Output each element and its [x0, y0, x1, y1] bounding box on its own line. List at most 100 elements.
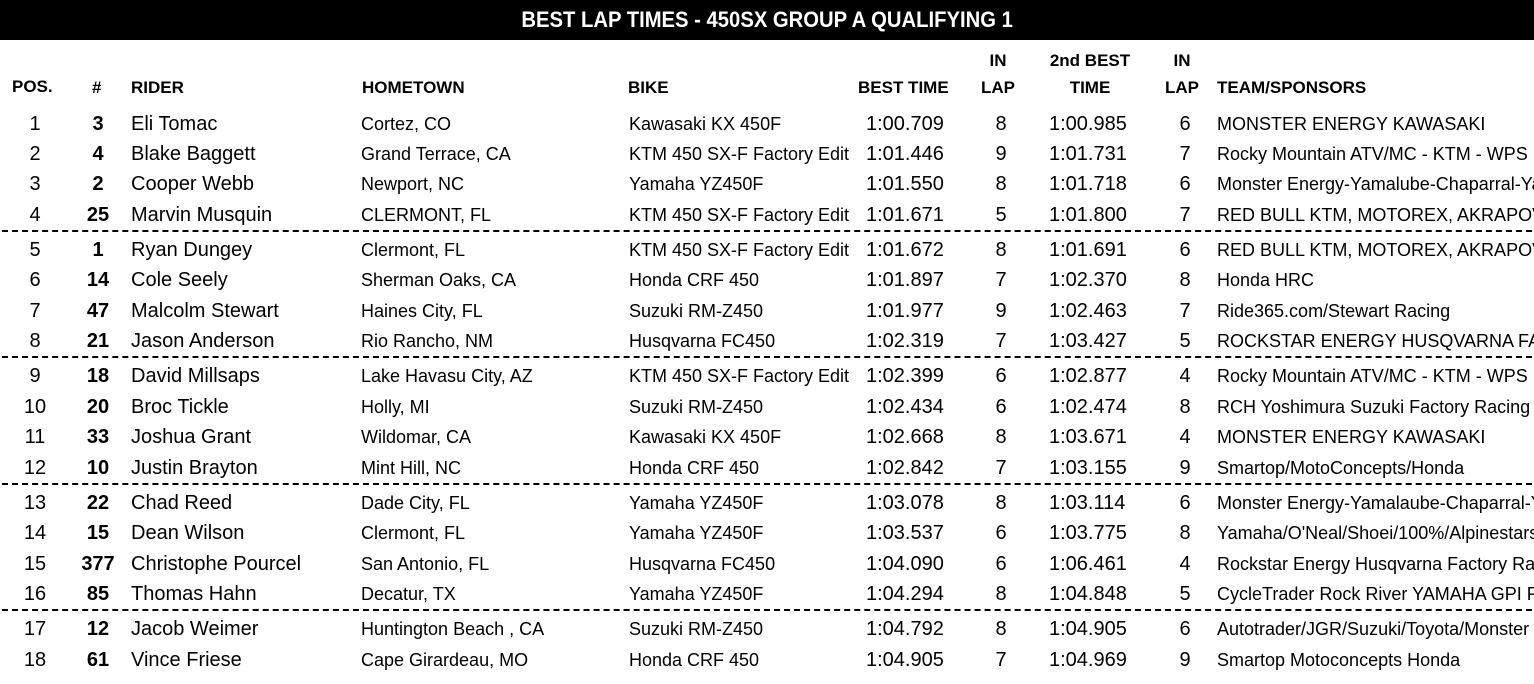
cell-team: Monster Energy-Yamalaube-Chaparral-Y — [1217, 493, 1534, 513]
cell-second-best: 1:01.718 — [1049, 173, 1127, 195]
header-team-sponsors: TEAM/SPONSORS — [1217, 78, 1367, 97]
cell-bike: Suzuki RM-Z450 — [629, 301, 764, 321]
group-divider — [2, 356, 1532, 358]
cell-second-best: 1:06.461 — [1049, 553, 1127, 575]
header-number: # — [92, 78, 102, 97]
cell-in-lap-2: 7 — [1179, 300, 1191, 322]
cell-bike: Husqvarna FC450 — [629, 331, 776, 351]
cell-bike: Honda CRF 450 — [629, 270, 760, 290]
cell-pos: 10 — [23, 396, 47, 418]
cell-best-time: 1:01.446 — [866, 143, 944, 165]
header-best-time: BEST TIME — [858, 78, 949, 97]
cell-rider: Ryan Dungey — [131, 239, 253, 261]
cell-pos: 16 — [23, 583, 47, 605]
header-pos: POS. — [12, 77, 53, 96]
cell-pos: 18 — [23, 649, 47, 671]
cell-best-time: 1:03.537 — [866, 522, 944, 544]
cell-bike: Kawasaki KX 450F — [629, 427, 782, 447]
cell-second-best: 1:01.800 — [1049, 204, 1127, 226]
cell-number: 21 — [86, 330, 110, 352]
cell-in-lap-2: 6 — [1179, 173, 1191, 195]
cell-in-lap-2: 6 — [1179, 113, 1191, 135]
cell-pos: 9 — [29, 365, 41, 387]
cell-in-lap-1: 7 — [995, 649, 1007, 671]
cell-rider: Christophe Pourcel — [131, 553, 302, 575]
cell-hometown: Cape Girardeau, MO — [361, 650, 529, 670]
header-hometown: HOMETOWN — [362, 78, 465, 97]
cell-pos: 1 — [29, 113, 41, 135]
cell-second-best: 1:02.474 — [1049, 396, 1127, 418]
cell-in-lap-1: 8 — [995, 426, 1007, 448]
cell-pos: 15 — [23, 553, 47, 575]
cell-bike: Husqvarna FC450 — [629, 554, 776, 574]
cell-in-lap-1: 6 — [995, 553, 1007, 575]
cell-rider: Vince Friese — [131, 649, 242, 671]
cell-team: Ride365.com/Stewart Racing — [1217, 301, 1451, 321]
cell-in-lap-2: 7 — [1179, 143, 1191, 165]
cell-second-best: 1:02.463 — [1049, 300, 1127, 322]
header-rider: RIDER — [131, 78, 184, 97]
cell-in-lap-1: 8 — [995, 583, 1007, 605]
cell-bike: Yamaha YZ450F — [629, 174, 764, 194]
cell-in-lap-2: 7 — [1179, 204, 1191, 226]
cell-pos: 13 — [23, 492, 47, 514]
group-divider — [2, 609, 1532, 611]
cell-in-lap-1: 6 — [995, 522, 1007, 544]
cell-second-best: 1:02.370 — [1049, 269, 1127, 291]
cell-in-lap-1: 6 — [995, 365, 1007, 387]
cell-second-best: 1:01.691 — [1049, 239, 1127, 261]
cell-pos: 14 — [23, 522, 47, 544]
cell-in-lap-2: 6 — [1179, 492, 1191, 514]
cell-number: 377 — [81, 553, 115, 575]
cell-hometown: Huntington Beach , CA — [361, 619, 545, 639]
cell-in-lap-2: 5 — [1179, 330, 1191, 352]
cell-hometown: Newport, NC — [361, 174, 465, 194]
cell-in-lap-1: 7 — [995, 269, 1007, 291]
cell-bike: Suzuki RM-Z450 — [629, 397, 764, 417]
cell-pos: 2 — [29, 143, 41, 165]
cell-second-best: 1:04.905 — [1049, 618, 1127, 640]
cell-number: 18 — [86, 365, 110, 387]
cell-bike: KTM 450 SX-F Factory Edit — [629, 240, 850, 260]
cell-number: 1 — [92, 239, 104, 261]
cell-bike: KTM 450 SX-F Factory Edit — [629, 205, 850, 225]
cell-team: Yamaha/O'Neal/Shoei/100%/Alpinestars/ — [1217, 523, 1534, 543]
cell-rider: Malcolm Stewart — [131, 300, 279, 322]
cell-pos: 6 — [29, 269, 41, 291]
cell-in-lap-2: 8 — [1179, 269, 1191, 291]
cell-second-best: 1:02.877 — [1049, 365, 1127, 387]
cell-number: 85 — [86, 583, 110, 605]
cell-rider: Justin Brayton — [131, 457, 258, 479]
cell-rider: Chad Reed — [131, 492, 233, 514]
cell-in-lap-2: 6 — [1179, 618, 1191, 640]
group-divider — [2, 230, 1532, 232]
cell-best-time: 1:04.905 — [866, 649, 944, 671]
cell-number: 15 — [86, 522, 110, 544]
cell-pos: 4 — [29, 204, 41, 226]
cell-number: 4 — [92, 143, 104, 165]
cell-team: MONSTER ENERGY KAWASAKI — [1217, 427, 1486, 447]
cell-team: Smartop/MotoConcepts/Honda — [1217, 458, 1465, 478]
cell-bike: Yamaha YZ450F — [629, 584, 764, 604]
cell-second-best: 1:00.985 — [1049, 113, 1127, 135]
cell-in-lap-1: 7 — [995, 457, 1007, 479]
cell-rider: Cooper Webb — [131, 173, 255, 195]
cell-hometown: Lake Havasu City, AZ — [361, 366, 533, 386]
cell-hometown: Wildomar, CA — [361, 427, 472, 447]
cell-team: Monster Energy-Yamalube-Chaparral-Ya — [1217, 174, 1534, 194]
cell-hometown: Mint Hill, NC — [361, 458, 462, 478]
cell-team: Smartop Motoconcepts Honda — [1217, 650, 1461, 670]
cell-pos: 7 — [29, 300, 41, 322]
cell-second-best: 1:03.155 — [1049, 457, 1127, 479]
cell-hometown: Holly, MI — [361, 397, 430, 417]
cell-in-lap-2: 8 — [1179, 522, 1191, 544]
cell-hometown: Sherman Oaks, CA — [361, 270, 517, 290]
cell-pos: 3 — [29, 173, 41, 195]
cell-in-lap-1: 6 — [995, 396, 1007, 418]
cell-pos: 11 — [24, 426, 46, 448]
cell-team: MONSTER ENERGY KAWASAKI — [1217, 114, 1486, 134]
cell-team: Rocky Mountain ATV/MC - KTM - WPS — [1217, 144, 1528, 164]
cell-best-time: 1:03.078 — [866, 492, 944, 514]
header-second-best-bottom: TIME — [1069, 78, 1111, 97]
